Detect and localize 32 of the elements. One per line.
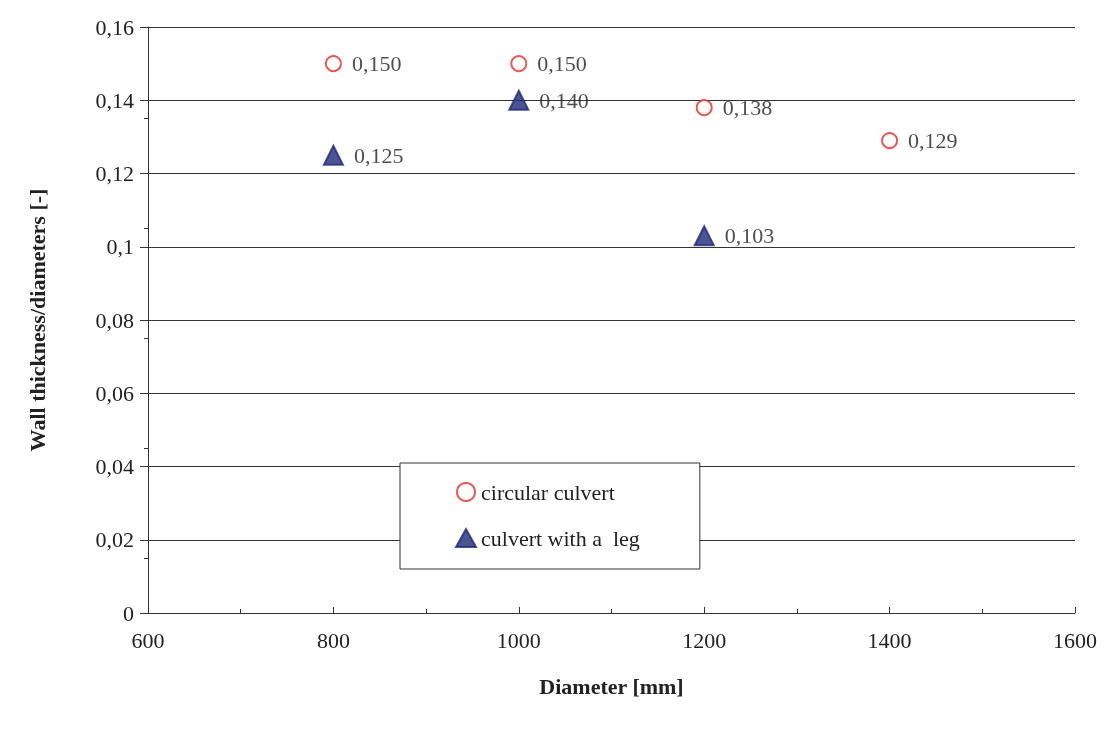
x-tick-label: 600 [131, 627, 165, 653]
point [881, 132, 899, 150]
legend-label: circular culvert [481, 479, 615, 505]
x-tick-label: 1000 [496, 627, 541, 653]
y-tick-label: 0,08 [95, 307, 134, 333]
x-tick-label: 1400 [867, 627, 912, 653]
y-tick-label: 0,16 [95, 14, 134, 40]
y-tick-label: 0,12 [95, 161, 134, 186]
y-tick-label: 0,14 [95, 87, 134, 113]
data-label: 0,150 [537, 51, 587, 77]
y-tick-label: 0,04 [95, 454, 134, 479]
y-tick-label: 0,1 [106, 234, 134, 260]
x-tick-label: 1600 [1053, 627, 1097, 653]
point [324, 55, 342, 73]
y-tick-label: 0,02 [95, 527, 134, 553]
data-label: 0,125 [353, 142, 404, 168]
x-tick-label: 1200 [682, 627, 727, 653]
legend-label: culvert with a leg [481, 525, 640, 551]
point [510, 55, 528, 73]
point [693, 225, 715, 247]
y-axis-title: Wall thickness/diameters [-] [24, 188, 50, 452]
x-axis-title: Diameter [mm] [539, 673, 684, 699]
point [508, 89, 530, 111]
x-tick-label: 800 [316, 627, 350, 653]
data-label: 0,138 [722, 95, 773, 121]
data-label: 0,129 [908, 128, 958, 154]
point [322, 144, 344, 166]
point [695, 99, 713, 117]
data-label: 0,103 [724, 223, 775, 249]
data-label: 0,150 [351, 51, 402, 77]
y-tick-label: 0 [123, 600, 134, 626]
y-tick-label: 0,06 [95, 380, 134, 406]
